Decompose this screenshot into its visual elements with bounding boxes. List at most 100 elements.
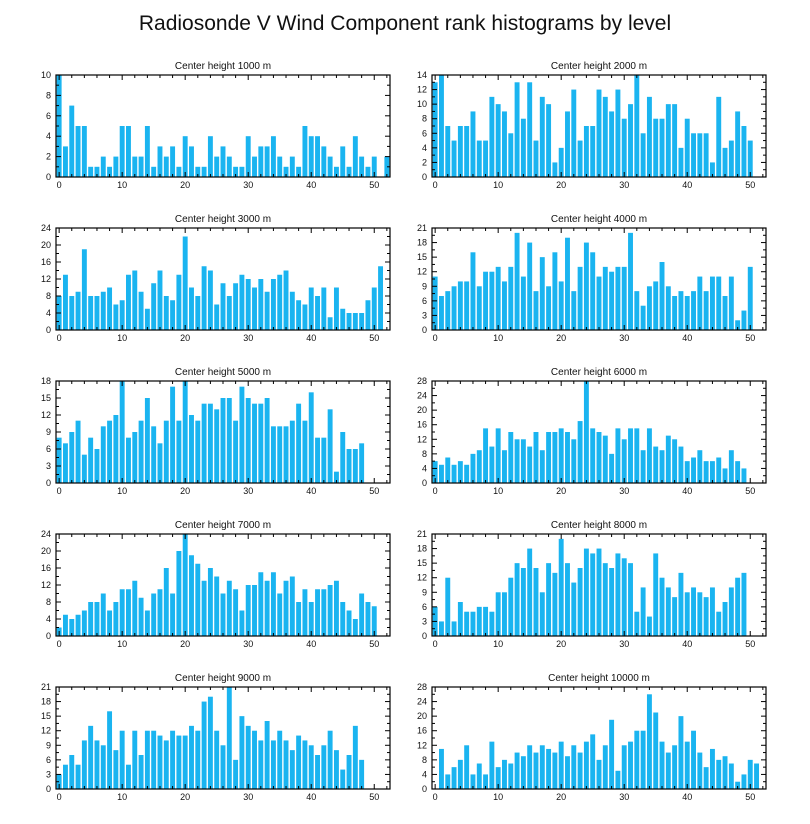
histogram-bar: [470, 111, 476, 177]
x-tick-label: 0: [57, 792, 62, 802]
y-tick-label: 0: [46, 784, 51, 794]
histogram-bar: [144, 610, 150, 636]
histogram-bar: [470, 611, 476, 636]
histogram-bar: [709, 587, 715, 636]
histogram-bar: [69, 619, 75, 636]
histogram-bar: [321, 287, 327, 330]
x-tick-label: 50: [369, 639, 379, 649]
histogram-bar: [476, 450, 482, 483]
histogram-bar: [520, 439, 526, 483]
histogram-bar: [539, 96, 545, 177]
y-tick-label: 0: [422, 631, 427, 641]
histogram-bar: [602, 745, 608, 789]
histogram-bar: [69, 105, 75, 177]
histogram-bar: [144, 126, 150, 177]
histogram-bar: [308, 602, 314, 636]
histogram-bar: [470, 774, 476, 789]
histogram-bar: [126, 589, 131, 636]
histogram-bar: [321, 437, 327, 483]
histogram-bar: [201, 166, 207, 177]
histogram-bar: [527, 242, 533, 330]
y-tick-label: 8: [46, 291, 51, 301]
histogram-bar: [245, 279, 251, 330]
histogram-bar: [483, 140, 489, 177]
histogram-bar: [741, 126, 747, 177]
histogram-bar: [678, 716, 684, 789]
x-tick-label: 0: [57, 333, 62, 343]
histogram-bar: [495, 428, 501, 483]
x-tick-label: 20: [556, 639, 566, 649]
histogram-bar: [308, 392, 314, 483]
histogram-bar: [703, 291, 709, 330]
histogram-bar: [233, 420, 239, 483]
y-tick-label: 4: [46, 131, 51, 141]
x-tick-label: 40: [306, 486, 316, 496]
histogram-bar: [144, 730, 150, 789]
histogram-bar: [653, 553, 659, 636]
histogram-bar: [571, 291, 577, 330]
histogram-bar: [470, 252, 476, 330]
histogram-bar: [716, 276, 722, 330]
histogram-bar: [476, 606, 482, 636]
histogram-bar: [245, 398, 251, 483]
histogram-bar: [533, 140, 539, 177]
histogram-bar: [602, 96, 608, 177]
histogram-bar: [684, 461, 690, 483]
histogram-bar: [195, 420, 201, 483]
x-tick-label: 10: [117, 180, 127, 190]
histogram-bar: [94, 449, 100, 483]
histogram-bar: [214, 304, 220, 330]
y-tick-label: 9: [46, 740, 51, 750]
histogram-bar: [119, 126, 125, 177]
x-tick-label: 50: [745, 639, 755, 649]
histogram-bar: [508, 577, 514, 636]
histogram-bar: [277, 730, 283, 789]
histogram-bar: [94, 166, 100, 177]
histogram-bar: [289, 750, 295, 789]
histogram-bar: [220, 593, 226, 636]
histogram-bar: [646, 96, 652, 177]
histogram-bar: [264, 721, 270, 789]
histogram-panel: Center height 1000 m 0 10 20 30 40 50 0 2 4 6 8 10: [41, 61, 391, 190]
y-tick-label: 0: [422, 478, 427, 488]
y-tick-label: 20: [417, 405, 427, 415]
histogram-panel: Center height 7000 m 0 10 20 30 40 50 0 4 8 12 16 20…: [41, 520, 391, 649]
histogram-panel: Center height 9000 m 0 10 20 30 40 50 0 3 6 9 12 15 1…: [41, 673, 391, 802]
y-tick-label: 9: [46, 427, 51, 437]
histogram-bar: [565, 237, 570, 330]
histogram-bar: [176, 551, 182, 636]
histogram-bar: [640, 133, 646, 177]
y-tick-label: 10: [41, 70, 51, 80]
histogram-bar: [289, 576, 295, 636]
histogram-bar: [119, 300, 125, 330]
histogram-bar: [195, 296, 201, 330]
histogram-bar: [621, 439, 627, 483]
histogram-bar: [558, 281, 564, 330]
histogram-bar: [754, 763, 760, 789]
histogram-bar: [628, 104, 633, 177]
histogram-bar: [63, 614, 68, 636]
histogram-bar: [508, 266, 514, 330]
histogram-bar: [315, 755, 320, 789]
histogram-bar: [735, 111, 741, 177]
histogram-bar: [596, 276, 602, 330]
histogram-bar: [508, 763, 514, 789]
histogram-bar: [308, 287, 314, 330]
histogram-bar: [546, 563, 552, 636]
histogram-bar: [132, 156, 138, 177]
histogram-bar: [596, 89, 602, 177]
histogram-bar: [747, 759, 753, 789]
x-tick-label: 0: [57, 639, 62, 649]
histogram-bar: [457, 759, 463, 789]
y-tick-label: 24: [417, 391, 427, 401]
histogram-bar: [302, 589, 308, 636]
histogram-bar: [283, 426, 289, 483]
y-tick-label: 20: [41, 240, 51, 250]
histogram-bar: [539, 592, 545, 636]
histogram-bar: [107, 287, 113, 330]
histogram-bar: [716, 611, 722, 636]
y-tick-label: 15: [41, 711, 51, 721]
histogram-bar: [527, 446, 533, 483]
histogram-bar: [207, 270, 213, 330]
x-tick-label: 40: [682, 639, 692, 649]
